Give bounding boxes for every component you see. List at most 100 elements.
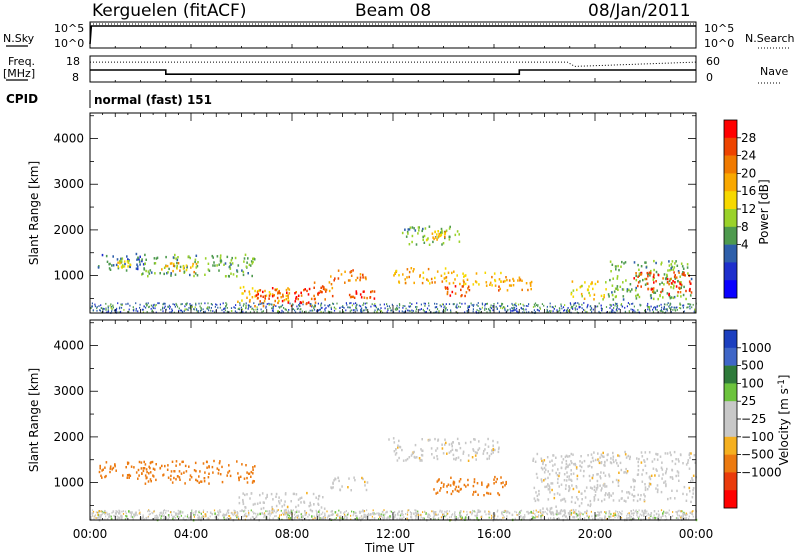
- echo-cell: [577, 498, 579, 501]
- echo-cell: [577, 518, 579, 521]
- echo-cell: [162, 474, 164, 477]
- echo-cell: [428, 513, 431, 516]
- echo-cell: [245, 512, 247, 515]
- echo-cell: [649, 309, 651, 312]
- echo-cell: [323, 518, 325, 521]
- echo-cell: [330, 514, 332, 516]
- echo-cell: [637, 460, 639, 464]
- echo-cell: [635, 509, 637, 512]
- echo-cell: [618, 471, 620, 474]
- echo-cell: [303, 288, 305, 292]
- echo-cell: [616, 287, 618, 290]
- echo-cell: [398, 517, 400, 520]
- echo-cell: [688, 452, 691, 455]
- echo-cell: [438, 235, 440, 238]
- echo-cell: [554, 305, 556, 308]
- echo-cell: [575, 511, 577, 514]
- echo-cell: [262, 295, 264, 298]
- echo-cell: [329, 514, 331, 517]
- echo-cell: [674, 274, 676, 277]
- echo-cell: [626, 288, 629, 291]
- echo-cell: [643, 514, 645, 518]
- echo-cell: [177, 509, 179, 512]
- echo-cell: [492, 309, 494, 312]
- echo-cell: [121, 304, 123, 306]
- echo-cell: [488, 516, 490, 519]
- echo-cell: [154, 262, 157, 265]
- echo-cell: [294, 513, 296, 516]
- echo-cell: [423, 241, 426, 244]
- echo-cell: [459, 515, 461, 518]
- echo-cell: [681, 265, 684, 268]
- echo-cell: [445, 303, 447, 305]
- echo-cell: [500, 271, 502, 275]
- echo-cell: [365, 488, 368, 492]
- echo-cell: [408, 456, 411, 459]
- echo-cell: [219, 509, 221, 511]
- echo-cell: [631, 303, 633, 305]
- echo-cell: [272, 498, 274, 501]
- echo-cell: [614, 516, 616, 519]
- echo-cell: [260, 308, 262, 311]
- echo-cell: [579, 464, 581, 467]
- echo-cell: [454, 514, 456, 517]
- colorbar-swatch: [724, 365, 737, 384]
- echo-cell: [536, 494, 539, 498]
- echo-cell: [365, 515, 367, 518]
- echo-cell: [589, 486, 592, 489]
- echo-cell: [321, 513, 323, 516]
- echo-cell: [278, 500, 280, 503]
- echo-cell: [494, 284, 497, 287]
- echo-cell: [331, 514, 333, 516]
- echo-cell: [378, 513, 381, 517]
- echo-cell: [167, 271, 169, 274]
- echo-cell: [331, 311, 333, 314]
- echo-cell: [616, 275, 619, 278]
- echo-cell: [471, 304, 473, 306]
- echo-cell: [616, 277, 619, 280]
- echo-cell: [620, 517, 623, 519]
- echo-cell: [169, 262, 172, 265]
- echo-cell: [153, 468, 156, 471]
- echo-cell: [659, 455, 662, 458]
- echo-cell: [346, 517, 348, 520]
- echo-cell: [560, 303, 562, 306]
- echo-cell: [253, 309, 255, 311]
- echo-cell: [533, 303, 535, 306]
- echo-cell: [328, 305, 330, 308]
- echo-cell: [662, 310, 664, 313]
- echo-cell: [204, 514, 206, 517]
- echo-cell: [273, 510, 275, 513]
- echo-cell: [462, 285, 464, 288]
- echo-cell: [428, 304, 430, 307]
- echo-cell: [252, 468, 254, 472]
- echo-cell: [351, 304, 353, 307]
- echo-cell: [574, 307, 576, 309]
- echo-cell: [144, 463, 147, 466]
- echo-cell: [508, 279, 511, 282]
- echo-cell: [498, 310, 500, 313]
- echo-cell: [149, 461, 152, 465]
- echo-cell: [118, 509, 120, 512]
- echo-cell: [193, 469, 196, 472]
- echo-cell: [100, 304, 102, 307]
- echo-cell: [680, 303, 682, 306]
- echo-cell: [219, 256, 222, 260]
- echo-cell: [361, 311, 363, 313]
- echo-cell: [572, 289, 575, 292]
- echo-cell: [393, 274, 395, 277]
- echo-cell: [536, 498, 539, 501]
- echo-cell: [467, 483, 469, 487]
- echo-cell: [253, 512, 255, 515]
- echo-cell: [577, 514, 579, 517]
- echo-cell: [91, 305, 93, 308]
- echo-cell: [668, 264, 671, 267]
- echo-cell: [247, 304, 249, 307]
- echo-cell: [309, 501, 311, 505]
- echo-cell: [243, 514, 246, 518]
- echo-cell: [582, 513, 584, 516]
- echo-cell: [682, 304, 684, 307]
- echo-cell: [584, 511, 586, 514]
- echo-cell: [608, 512, 610, 515]
- echo-cell: [331, 294, 334, 298]
